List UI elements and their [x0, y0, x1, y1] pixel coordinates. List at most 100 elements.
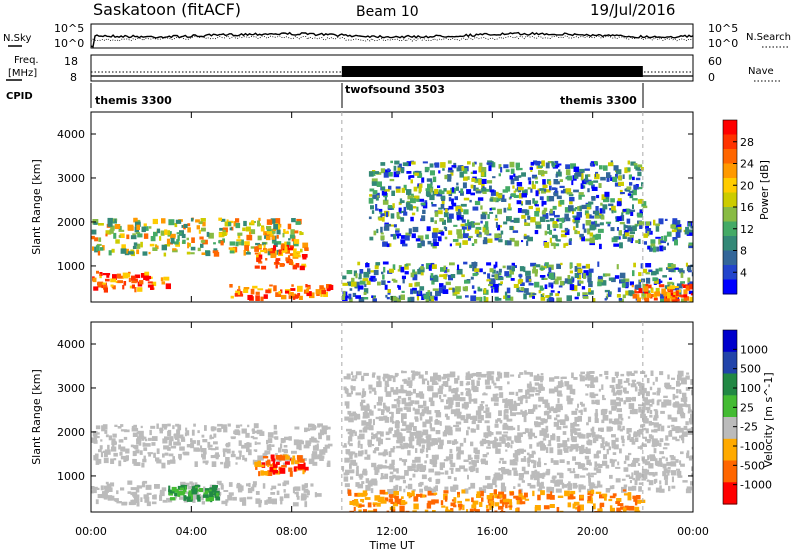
- echo-cell: [275, 259, 279, 265]
- echo-cell: [193, 447, 200, 452]
- echo-cell: [137, 233, 143, 238]
- echo-cell: [516, 182, 523, 187]
- echo-cell: [682, 480, 688, 483]
- x-tick-label: 04:00: [175, 525, 207, 538]
- echo-cell: [344, 416, 350, 421]
- echo-cell: [161, 462, 166, 469]
- echo-cell: [524, 189, 528, 196]
- echo-cell: [569, 200, 573, 205]
- echo-cell: [380, 162, 386, 166]
- echo-cell: [654, 471, 658, 476]
- echo-cell: [103, 287, 108, 293]
- echo-cell: [237, 430, 241, 436]
- echo-cell: [406, 263, 411, 266]
- echo-cell: [557, 291, 560, 294]
- echo-cell: [520, 282, 525, 286]
- echo-cell: [459, 380, 464, 387]
- echo-cell: [288, 467, 293, 472]
- echo-cell: [603, 411, 607, 415]
- echo-cell: [589, 237, 595, 244]
- echo-cell: [634, 165, 638, 169]
- echo-cell: [500, 482, 505, 488]
- echo-cell: [582, 485, 586, 490]
- echo-cell: [398, 285, 401, 290]
- echo-cell: [686, 231, 693, 236]
- echo-cell: [498, 386, 503, 391]
- echo-cell: [557, 163, 562, 166]
- echo-cell: [498, 268, 502, 273]
- echo-cell: [376, 502, 381, 507]
- echo-cell: [588, 268, 594, 273]
- echo-cell: [592, 503, 596, 510]
- echo-cell: [178, 434, 184, 439]
- echo-cell: [108, 487, 113, 492]
- echo-cell: [611, 439, 616, 446]
- echo-cell: [542, 201, 547, 205]
- echo-cell: [302, 242, 309, 249]
- echo-cell: [396, 468, 399, 474]
- echo-cell: [523, 233, 527, 237]
- echo-cell: [631, 485, 637, 491]
- echo-cell: [545, 219, 550, 222]
- echo-cell: [133, 242, 138, 246]
- echo-cell: [372, 372, 376, 375]
- echo-cell: [653, 428, 658, 433]
- echo-cell: [427, 380, 430, 386]
- echo-cell: [207, 444, 213, 448]
- echo-cell: [389, 477, 394, 483]
- echo-cell: [666, 443, 670, 446]
- echo-cell: [170, 233, 176, 237]
- echo-cell: [494, 218, 499, 221]
- echo-cell: [161, 487, 167, 492]
- echo-cell: [407, 465, 413, 472]
- echo-cell: [493, 440, 497, 445]
- echo-cell: [213, 433, 217, 438]
- echo-cell: [132, 245, 137, 249]
- echo-cell: [169, 459, 176, 464]
- echo-cell: [550, 406, 554, 412]
- echo-cell: [410, 198, 416, 204]
- echo-cell: [617, 425, 622, 429]
- echo-cell: [513, 284, 519, 288]
- echo-cell: [645, 272, 650, 275]
- echo-cell: [549, 447, 554, 454]
- echo-cell: [250, 435, 255, 439]
- echo-cell: [528, 393, 534, 397]
- echo-cell: [408, 493, 414, 496]
- echo-cell: [612, 493, 617, 497]
- echo-cell: [606, 177, 610, 182]
- echo-cell: [456, 446, 462, 452]
- echo-cell: [648, 399, 653, 403]
- echo-cell: [249, 231, 252, 235]
- echo-cell: [374, 390, 377, 395]
- echo-cell: [362, 427, 368, 433]
- echo-cell: [604, 370, 609, 375]
- echo-cell: [453, 224, 458, 227]
- echo-cell: [574, 216, 581, 220]
- echo-cell: [650, 456, 656, 462]
- echo-cell: [608, 418, 613, 424]
- echo-cell: [432, 227, 439, 233]
- echo-cell: [517, 425, 520, 431]
- echo-cell: [506, 287, 511, 294]
- echo-cell: [508, 403, 514, 410]
- echo-cell: [665, 435, 669, 441]
- echo-cell: [480, 205, 483, 210]
- echo-cell: [655, 223, 660, 227]
- echo-cell: [101, 493, 106, 498]
- echo-cell: [590, 395, 596, 399]
- echo-cell: [111, 438, 116, 443]
- echo-cell: [396, 170, 401, 175]
- echo-cell: [642, 406, 646, 413]
- echo-cell: [621, 438, 625, 443]
- echo-cell: [412, 269, 415, 273]
- echo-cell: [609, 505, 613, 512]
- echo-cell: [541, 277, 548, 280]
- echo-cell: [581, 403, 585, 407]
- echo-cell: [600, 409, 606, 416]
- echo-cell: [372, 450, 377, 454]
- echo-cell: [563, 243, 566, 248]
- echo-cell: [92, 246, 94, 251]
- echo-cell: [386, 510, 390, 512]
- echo-cell: [438, 229, 443, 233]
